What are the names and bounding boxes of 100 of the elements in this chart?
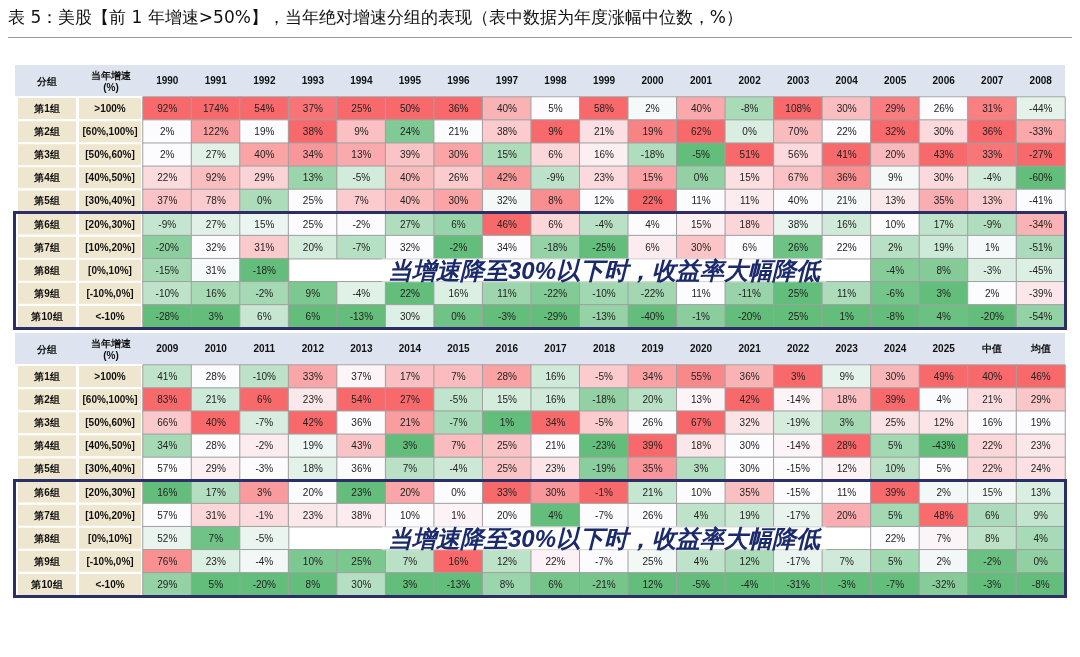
y2-tick-label: 第7组 — [33, 241, 60, 253]
data-label: -15% — [786, 463, 810, 475]
x-tick-label: 1996 — [447, 74, 470, 86]
data-label: -9% — [546, 172, 565, 184]
data-label: 22% — [982, 440, 1003, 452]
data-label: 30% — [399, 310, 421, 322]
data-label: -40% — [640, 310, 665, 322]
data-label: 30% — [885, 371, 906, 383]
data-label: -9% — [158, 218, 177, 230]
data-label: 13% — [885, 195, 906, 207]
data-label: 25% — [788, 287, 809, 299]
y-tick-label: <-10% — [95, 310, 125, 322]
x-tick-label: 1991 — [204, 74, 228, 86]
data-label: 40% — [691, 103, 712, 115]
data-label: -31% — [786, 578, 810, 590]
data-label: 9% — [548, 126, 563, 138]
y-tick-label: [60%,100%] — [82, 126, 138, 138]
data-label: 11% — [691, 195, 711, 207]
data-label: 42% — [496, 172, 518, 184]
data-label: 33% — [496, 486, 518, 498]
data-label: 57% — [157, 509, 178, 521]
data-label: 30% — [448, 149, 469, 161]
data-label: 9% — [305, 287, 321, 299]
data-label: 6% — [984, 509, 1000, 521]
data-label: -32% — [932, 578, 956, 590]
data-label: 17% — [205, 486, 226, 498]
data-label: 6% — [451, 218, 466, 230]
data-label: 52% — [157, 532, 178, 544]
data-label: 21% — [448, 126, 469, 138]
data-label: -5% — [595, 371, 613, 383]
y-axis-title: 当年增速(%) — [91, 337, 132, 361]
data-label: 29% — [254, 172, 275, 184]
data-label: -18% — [640, 149, 665, 161]
data-label: 49% — [933, 371, 954, 383]
data-label: -2% — [352, 218, 371, 230]
x-tick-label: 2019 — [641, 342, 665, 354]
data-label: 26% — [933, 103, 954, 115]
data-label: 27% — [399, 394, 421, 406]
y2-tick-label: 第8组 — [33, 264, 60, 276]
chart-title: 表 5：美股【前 1 年增速>50%】，当年绝对增速分组的表现（表中数据为年度涨幅中位数，%） — [8, 6, 1072, 38]
data-label: 11% — [739, 195, 760, 207]
x-tick-label: 1998 — [544, 74, 568, 86]
data-label: 41% — [836, 149, 857, 161]
data-label: 4% — [936, 310, 952, 322]
y2-tick-label: 第4组 — [33, 172, 60, 184]
data-label: -15% — [155, 264, 180, 276]
data-label: 18% — [691, 440, 712, 452]
data-label: -18% — [592, 394, 616, 406]
data-label: 0% — [693, 172, 709, 184]
data-label: -5% — [692, 578, 711, 590]
data-label: 31% — [205, 264, 226, 276]
data-label: 2% — [936, 555, 952, 567]
data-label: 6% — [305, 310, 321, 322]
data-label: 15% — [642, 172, 663, 184]
y2-tick-label: 第8组 — [33, 532, 60, 544]
data-label: 20% — [885, 149, 906, 161]
data-label: 7% — [839, 555, 854, 567]
data-label: -5% — [255, 532, 274, 544]
data-label: 16% — [448, 287, 469, 299]
data-label: -3% — [498, 310, 516, 322]
y2-tick-label: 第10组 — [30, 310, 63, 322]
y2-tick-label: 第1组 — [33, 371, 60, 383]
data-label: -4% — [886, 264, 905, 276]
data-label: 2% — [936, 486, 952, 498]
data-label: -45% — [1029, 264, 1053, 276]
data-label: -14% — [786, 440, 810, 452]
data-label: 43% — [933, 149, 954, 161]
data-label: 5% — [887, 509, 903, 521]
data-label: 23% — [1030, 440, 1051, 452]
x-tick-label: 2006 — [932, 74, 956, 86]
x-tick-label: 2022 — [786, 342, 810, 354]
data-label: 50% — [399, 103, 421, 115]
data-label: -5% — [692, 149, 711, 161]
data-label: -2% — [449, 241, 468, 253]
data-label: 21% — [205, 394, 226, 406]
data-label: 42% — [302, 417, 323, 429]
data-label: 39% — [642, 440, 663, 452]
data-label: -18% — [543, 241, 568, 253]
data-label: 58% — [593, 103, 615, 115]
data-label: -7% — [886, 578, 905, 590]
x-tick-label: 2020 — [689, 342, 713, 354]
y-tick-label: [40%,50%] — [85, 440, 135, 452]
y2-tick-label: 第3组 — [33, 417, 60, 429]
data-label: -10% — [252, 371, 277, 383]
data-label: 11% — [691, 287, 711, 299]
data-label: 15% — [982, 486, 1003, 498]
data-label: -21% — [592, 578, 616, 590]
data-label: 23% — [302, 394, 323, 406]
data-label: -11% — [738, 287, 761, 299]
data-label: 13% — [1030, 486, 1051, 498]
data-label: 10% — [691, 486, 712, 498]
data-label: 15% — [496, 394, 518, 406]
data-label: 5% — [208, 578, 224, 590]
data-label: -41% — [1029, 195, 1053, 207]
data-label: 26% — [788, 241, 809, 253]
data-label: 7% — [402, 463, 418, 475]
data-label: -9% — [983, 218, 1002, 230]
data-label: 3% — [402, 440, 418, 452]
data-label: 32% — [739, 417, 760, 429]
data-label: -5% — [352, 172, 371, 184]
